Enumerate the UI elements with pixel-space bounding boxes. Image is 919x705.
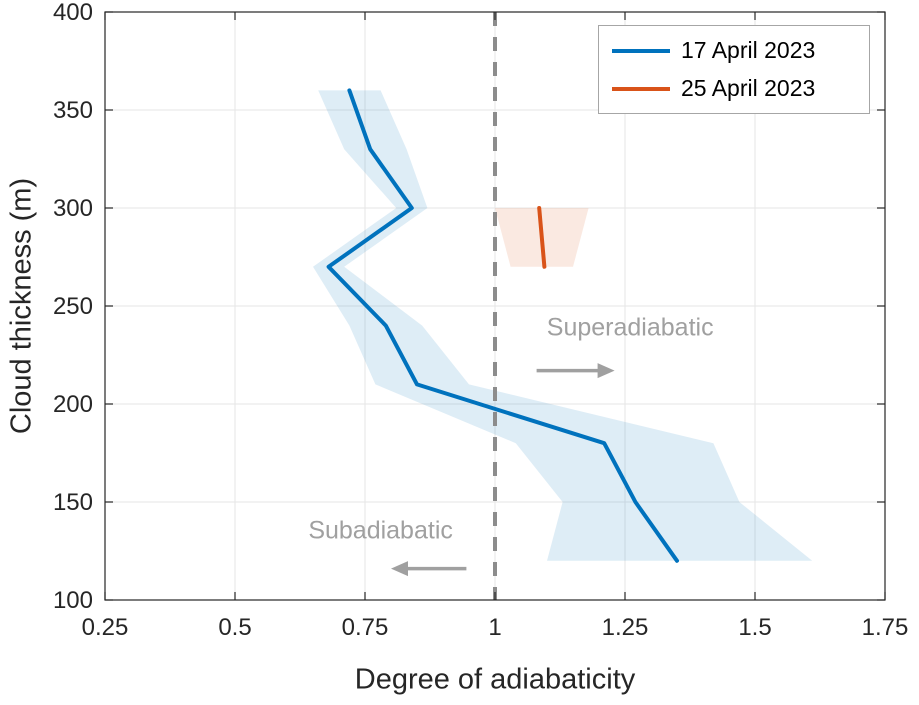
x-tick-label: 1.75 bbox=[862, 614, 909, 641]
legend-line-sample-blue bbox=[612, 48, 670, 53]
x-tick-label: 1 bbox=[488, 614, 501, 641]
annotation-superadiabatic: Superadiabatic bbox=[546, 313, 714, 342]
legend-entry-17-april: 17 April 2023 bbox=[612, 37, 869, 64]
x-tick-label: 0.25 bbox=[82, 614, 129, 641]
annotation-subadiabatic: Subadiabatic bbox=[308, 516, 453, 545]
legend-label-25-april: 25 April 2023 bbox=[681, 75, 816, 101]
legend-line-sample-orange bbox=[612, 86, 670, 91]
x-tick-label: 0.5 bbox=[218, 614, 251, 641]
legend-label-17-april: 17 April 2023 bbox=[681, 37, 816, 63]
annotation-arrowhead-1 bbox=[391, 561, 408, 577]
legend-entry-25-april: 25 April 2023 bbox=[612, 75, 869, 102]
y-tick-label: 200 bbox=[53, 391, 93, 418]
y-tick-label: 100 bbox=[53, 587, 93, 614]
annotation-arrowhead-0 bbox=[597, 363, 615, 379]
y-tick-label: 350 bbox=[53, 97, 93, 124]
series-line-0 bbox=[326, 88, 679, 563]
x-tick-label: 0.75 bbox=[342, 614, 389, 641]
y-axis-label: Cloud thickness (m) bbox=[5, 177, 38, 435]
y-tick-label: 150 bbox=[53, 489, 93, 516]
series-line-1 bbox=[537, 206, 547, 269]
y-tick-label: 300 bbox=[53, 195, 93, 222]
x-tick-label: 1.25 bbox=[602, 614, 649, 641]
uncertainty-band-0 bbox=[313, 90, 813, 561]
x-tick-label: 1.5 bbox=[738, 614, 771, 641]
x-axis-label: Degree of adiabaticity bbox=[354, 663, 636, 696]
y-tick-label: 250 bbox=[53, 293, 93, 320]
y-tick-label: 400 bbox=[53, 0, 93, 26]
legend: 17 April 2023 25 April 2023 bbox=[598, 25, 870, 114]
